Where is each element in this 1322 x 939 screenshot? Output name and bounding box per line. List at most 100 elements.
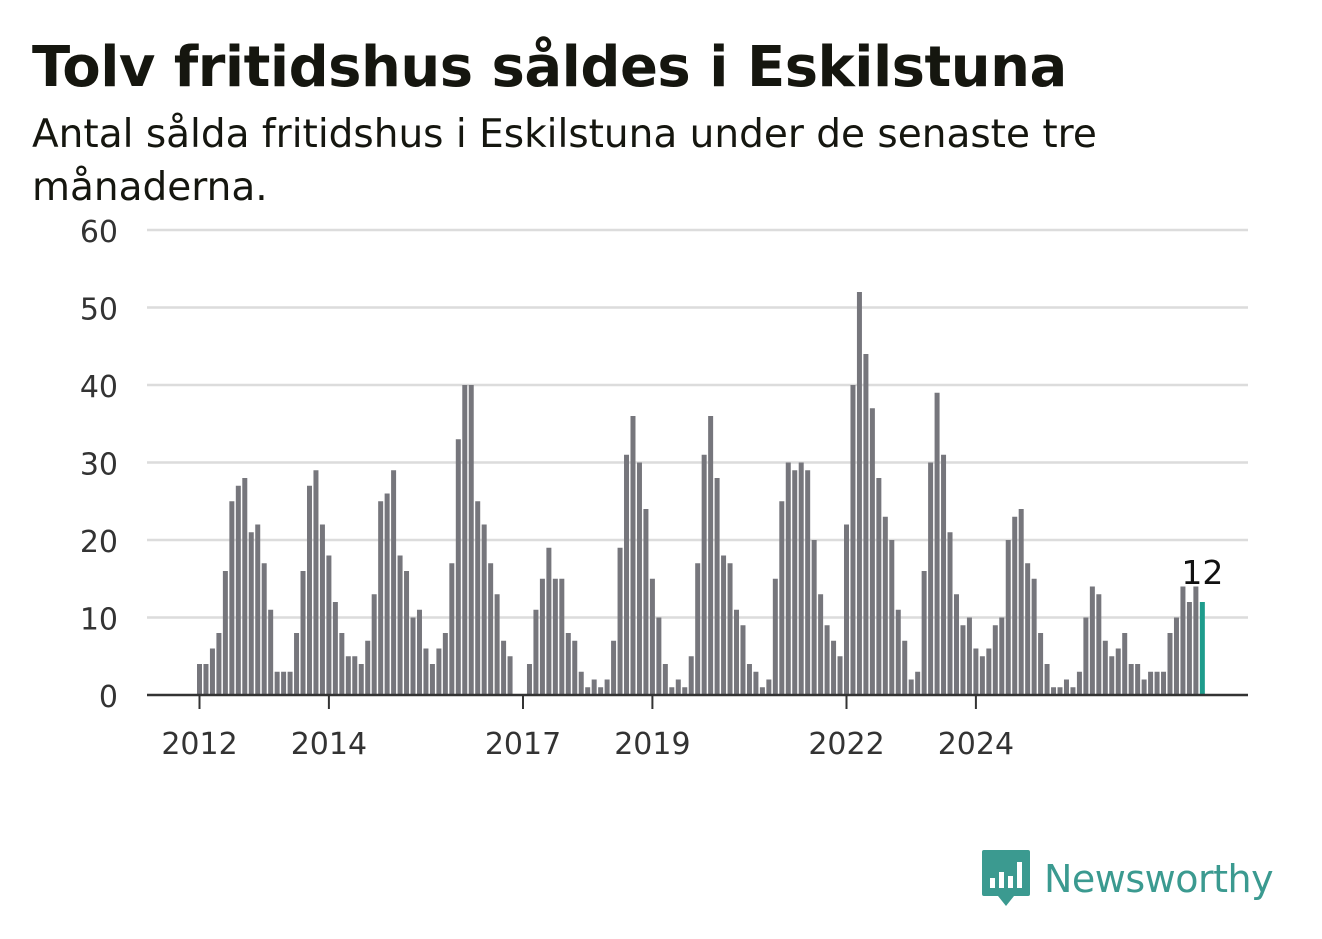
bar — [578, 671, 584, 695]
bar — [598, 687, 604, 695]
bar — [979, 656, 985, 695]
x-tick-label: 2012 — [161, 727, 237, 762]
bar — [753, 671, 759, 695]
bar — [242, 478, 248, 695]
bar — [565, 633, 571, 695]
bar — [352, 656, 358, 695]
bar — [818, 594, 824, 695]
bar — [488, 563, 494, 695]
y-tick-label: 30 — [80, 448, 118, 483]
bar — [326, 555, 332, 695]
bar — [721, 555, 727, 695]
bar — [973, 648, 979, 695]
bar — [358, 664, 364, 695]
brand-logo: Newsworthy — [980, 848, 1274, 910]
bar — [1038, 633, 1044, 695]
bar — [268, 609, 274, 695]
bar — [1012, 516, 1018, 695]
bar — [1167, 633, 1173, 695]
bar — [494, 594, 500, 695]
bar — [248, 532, 254, 695]
newsworthy-bar-chart-icon — [982, 850, 1030, 906]
bar — [960, 625, 966, 695]
bar — [229, 501, 235, 695]
bar — [501, 640, 507, 695]
bar — [255, 524, 261, 695]
bar — [953, 594, 959, 695]
bar — [1141, 679, 1147, 695]
x-tick-label: 2017 — [485, 727, 561, 762]
bar — [1076, 671, 1082, 695]
y-tick-label: 60 — [80, 215, 118, 250]
bar — [216, 633, 222, 695]
bar — [281, 671, 287, 695]
bar — [1018, 509, 1024, 695]
bar — [779, 501, 785, 695]
bar — [805, 470, 811, 695]
bar — [313, 470, 319, 695]
bar — [455, 439, 461, 695]
bar — [908, 679, 914, 695]
bar — [436, 648, 442, 695]
bar — [345, 656, 351, 695]
bar — [895, 609, 901, 695]
bar — [274, 671, 280, 695]
bar — [533, 609, 539, 695]
bar — [928, 462, 934, 695]
data-label: 12 — [1181, 553, 1223, 592]
bar — [391, 470, 397, 695]
x-tick-label: 2024 — [938, 727, 1014, 762]
bar — [416, 609, 422, 695]
bar — [559, 578, 565, 695]
bar — [339, 633, 345, 695]
bar — [481, 524, 487, 695]
bar — [1161, 671, 1167, 695]
bar — [1063, 679, 1069, 695]
bar — [1096, 594, 1102, 695]
bar — [604, 679, 610, 695]
bar — [539, 578, 545, 695]
bar — [300, 571, 306, 695]
bar — [656, 617, 662, 695]
bar — [611, 640, 617, 695]
bar — [856, 292, 862, 695]
bar — [766, 679, 772, 695]
bar — [1154, 671, 1160, 695]
bar — [844, 524, 849, 695]
bar — [869, 408, 875, 695]
bar — [1173, 617, 1179, 695]
bar — [624, 454, 630, 695]
bar — [792, 470, 798, 695]
bar — [572, 640, 578, 695]
y-tick-label: 0 — [99, 680, 118, 715]
bar — [708, 416, 714, 695]
bar — [1025, 563, 1031, 695]
bar — [1109, 656, 1115, 695]
bar — [986, 648, 992, 695]
bar — [889, 540, 895, 695]
chart-subtitle: Antal sålda fritidshus i Eskilstuna unde… — [32, 112, 1097, 210]
bar — [1005, 540, 1011, 695]
bar — [863, 354, 869, 695]
bar — [404, 571, 410, 695]
bar — [209, 648, 215, 695]
bar — [261, 563, 267, 695]
bar — [475, 501, 481, 695]
bar — [319, 524, 325, 695]
bar — [617, 547, 623, 695]
bar — [1115, 648, 1121, 695]
x-tick-label: 2019 — [614, 727, 690, 762]
bar — [468, 385, 474, 695]
bar — [306, 485, 312, 695]
bar — [772, 578, 778, 695]
bar — [197, 664, 202, 695]
bar — [203, 664, 209, 695]
bar — [688, 656, 694, 695]
bar — [682, 687, 688, 695]
bar — [675, 679, 681, 695]
bar — [669, 687, 675, 695]
bar — [837, 656, 843, 695]
bar — [785, 462, 791, 695]
bar — [526, 664, 532, 695]
y-tick-label: 50 — [80, 293, 118, 328]
